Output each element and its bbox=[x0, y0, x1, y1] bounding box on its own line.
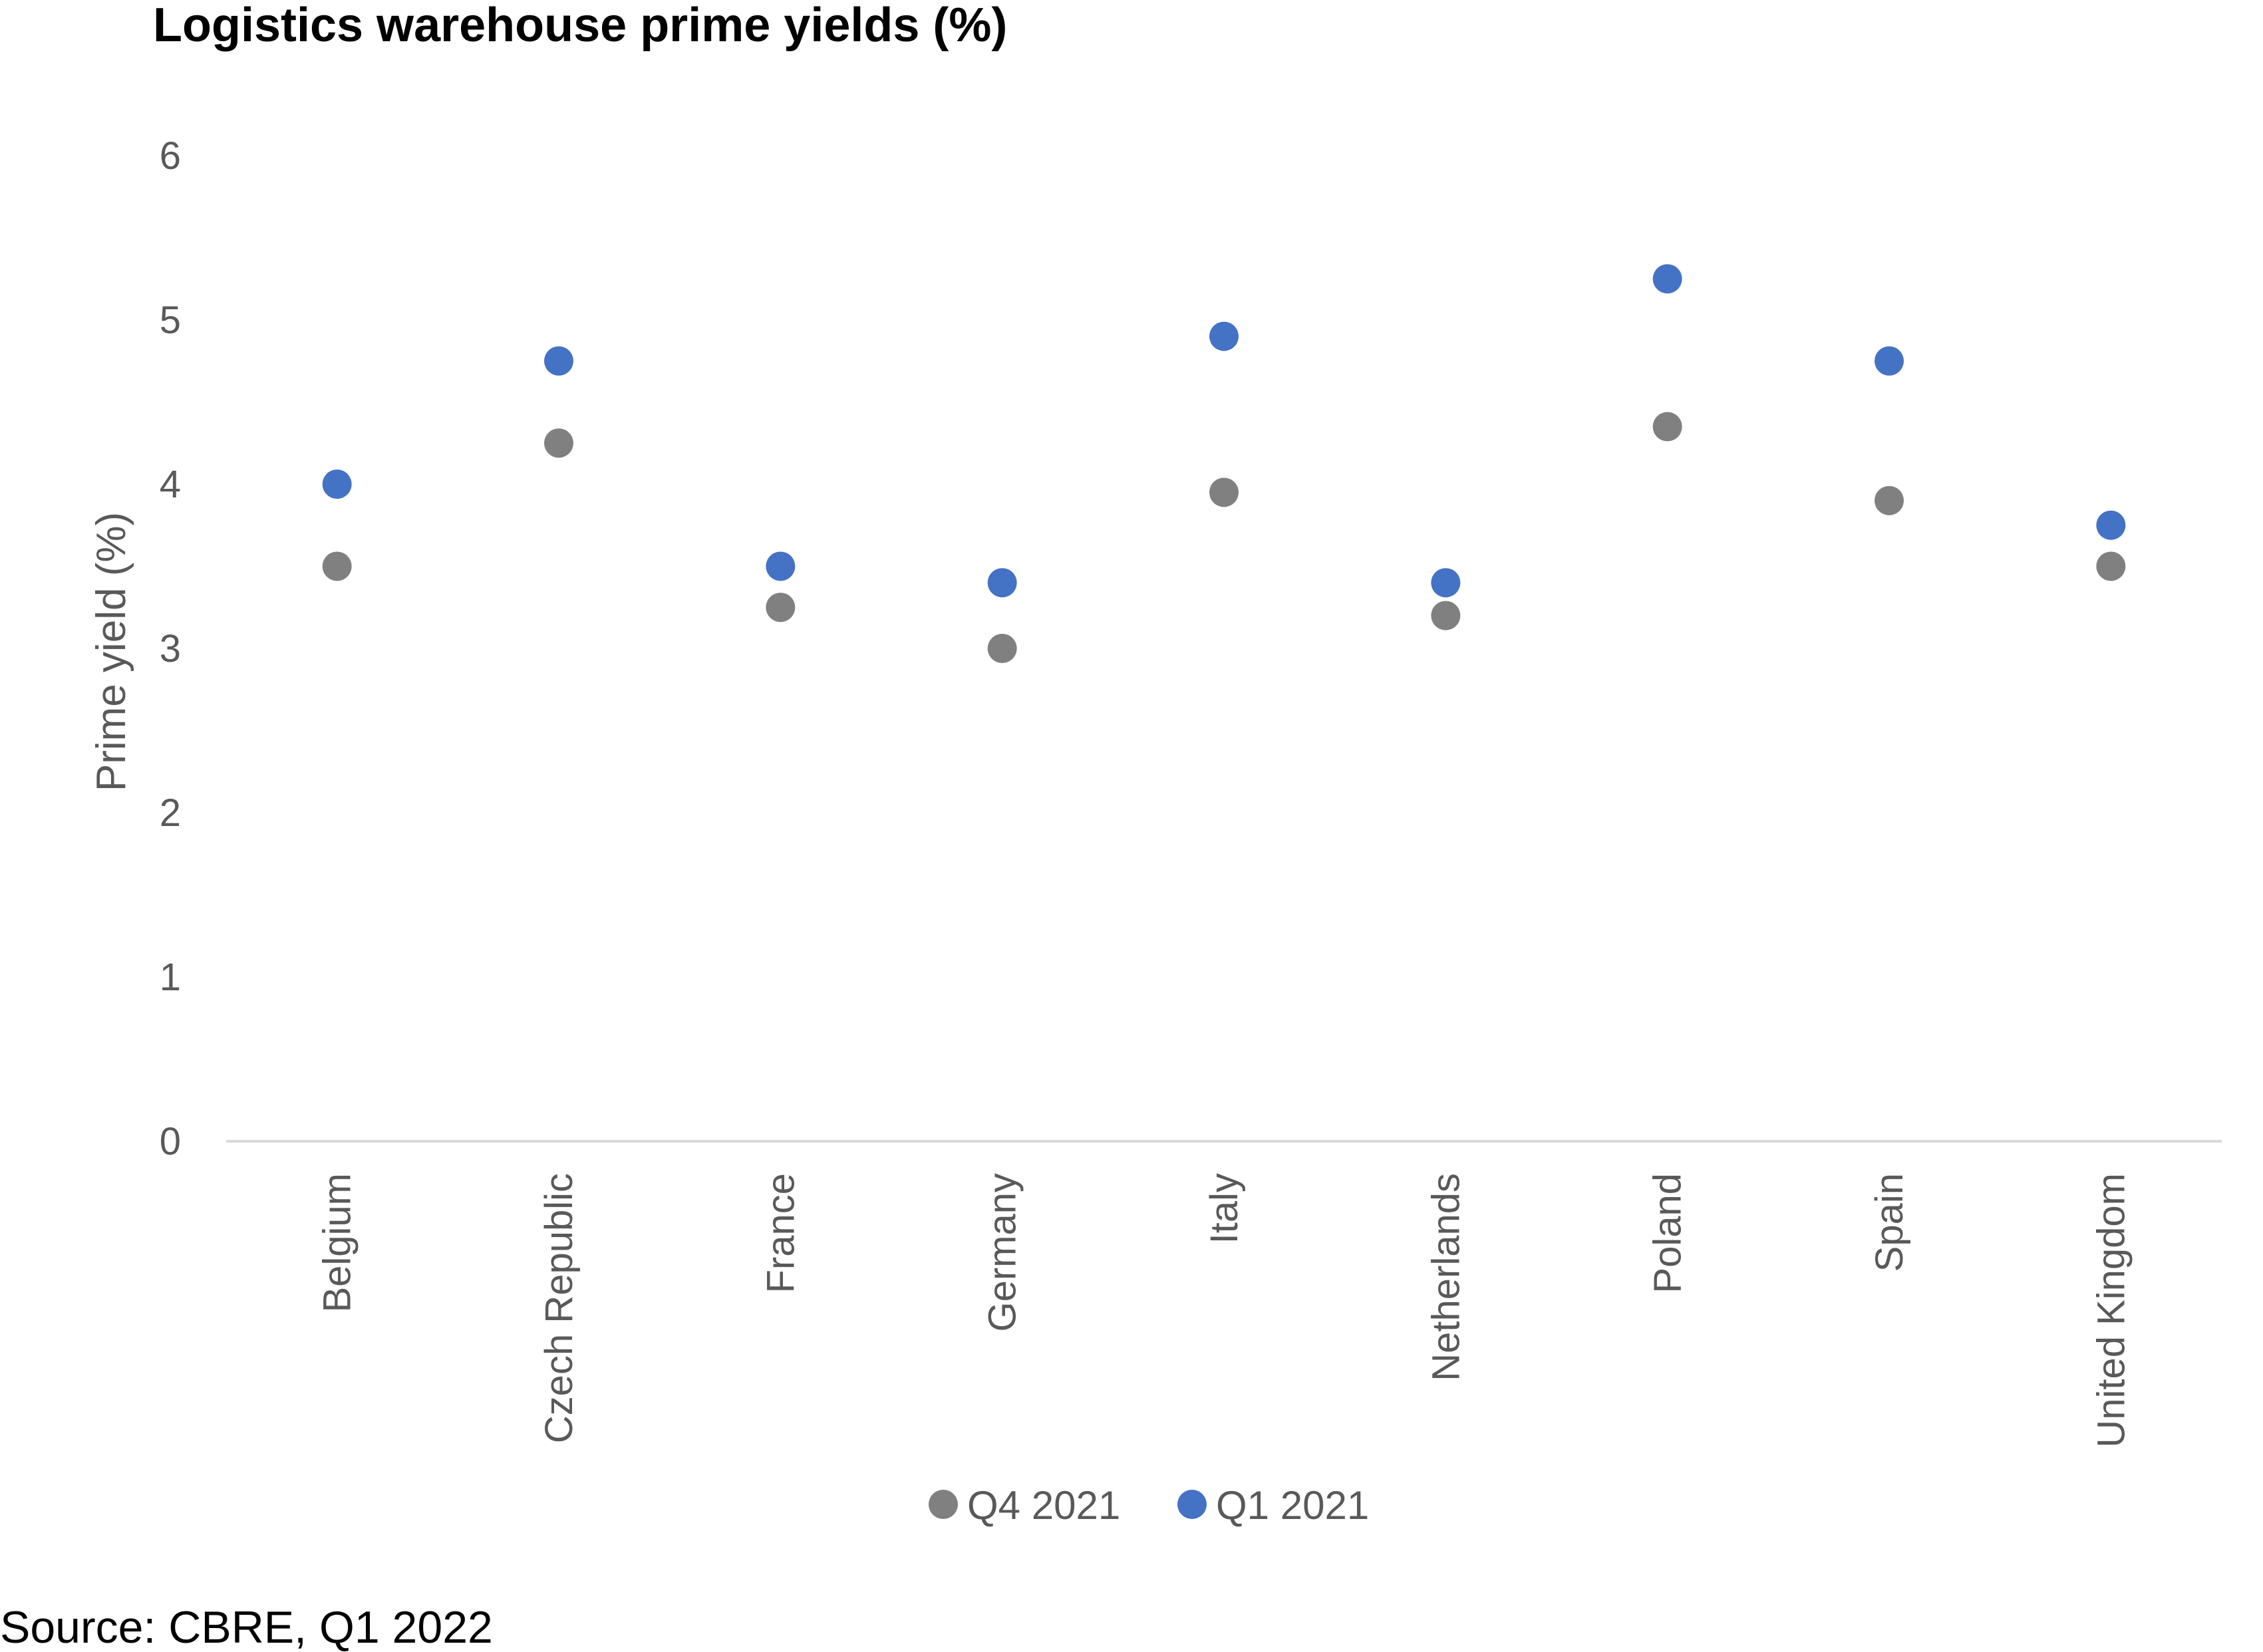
y-axis-ticks: 0 1 2 3 4 5 6 bbox=[160, 134, 181, 1163]
legend: Q4 2021 Q1 2021 bbox=[929, 1483, 1369, 1528]
y-tick-label: 2 bbox=[160, 791, 181, 835]
point-q4-2021 bbox=[1652, 412, 1682, 442]
x-axis-ticks: Belgium Czech Republic France Germany Italy N… bbox=[316, 1173, 2133, 1448]
legend-label: Q1 2021 bbox=[1216, 1483, 1369, 1528]
point-q4-2021 bbox=[322, 551, 352, 581]
legend-marker bbox=[929, 1490, 958, 1519]
point-q1-2021 bbox=[322, 470, 352, 499]
point-q4-2021 bbox=[1431, 601, 1461, 630]
x-tick-label: United Kingdom bbox=[2089, 1173, 2133, 1448]
y-tick-label: 1 bbox=[160, 956, 181, 999]
point-q1-2021 bbox=[1875, 346, 1904, 376]
y-tick-label: 0 bbox=[160, 1120, 181, 1163]
legend-marker bbox=[1177, 1490, 1207, 1519]
point-q1-2021 bbox=[766, 551, 796, 581]
source-note: Source: CBRE, Q1 2022 bbox=[0, 1602, 493, 1652]
y-axis-title: Prime yield (%) bbox=[88, 512, 134, 791]
point-q1-2021 bbox=[544, 346, 573, 376]
point-q1-2021 bbox=[1209, 321, 1239, 351]
point-q1-2021 bbox=[987, 568, 1017, 598]
point-q4-2021 bbox=[1209, 478, 1239, 507]
point-q4-2021 bbox=[544, 428, 573, 458]
x-tick-label: Czech Republic bbox=[537, 1173, 581, 1443]
x-tick-label: Netherlands bbox=[1424, 1173, 1467, 1381]
x-tick-label: Germany bbox=[981, 1173, 1024, 1332]
point-q1-2021 bbox=[1431, 568, 1461, 598]
x-tick-label: Poland bbox=[1646, 1173, 1690, 1294]
x-tick-label: Belgium bbox=[316, 1173, 359, 1313]
point-q4-2021 bbox=[2096, 551, 2126, 581]
point-q1-2021 bbox=[2096, 510, 2126, 540]
y-tick-label: 4 bbox=[160, 463, 181, 506]
data-points bbox=[322, 264, 2126, 663]
legend-label: Q4 2021 bbox=[967, 1483, 1120, 1528]
x-tick-label: Spain bbox=[1868, 1173, 1911, 1272]
y-tick-label: 6 bbox=[160, 134, 181, 178]
point-q4-2021 bbox=[987, 634, 1017, 663]
x-tick-label: Italy bbox=[1203, 1173, 1246, 1244]
point-q4-2021 bbox=[1875, 485, 1904, 515]
point-q1-2021 bbox=[1652, 264, 1682, 294]
x-tick-label: France bbox=[759, 1173, 802, 1294]
y-tick-label: 5 bbox=[160, 299, 181, 342]
chart-title: Logistics warehouse prime yields (%) bbox=[153, 0, 1007, 52]
point-q4-2021 bbox=[766, 593, 796, 622]
y-tick-label: 3 bbox=[160, 627, 181, 670]
